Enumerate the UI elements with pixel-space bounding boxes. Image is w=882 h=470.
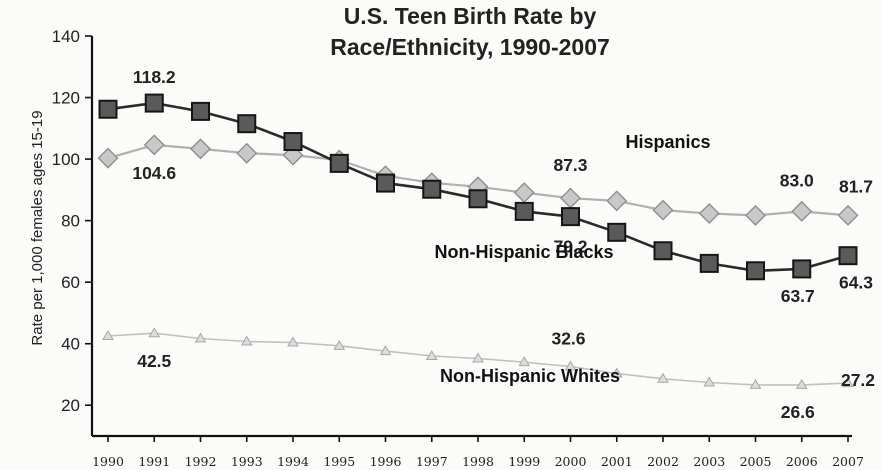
chart-title: U.S. Teen Birth Rate by Race/Ethnicity, … [330, 3, 610, 60]
data-point-hispanics [606, 190, 628, 212]
y-axis-label: Rate per 1,000 females ages 15-19 [29, 110, 46, 345]
data-point-hispanics [513, 182, 535, 204]
data-point-non-hispanic-whites [795, 378, 808, 389]
data-point-hispanics [837, 204, 859, 226]
series-name-label-non-hispanic-whites: Non-Hispanic Whites [440, 366, 620, 386]
x-tick-label: 1993 [231, 454, 263, 469]
data-point-non-hispanic-blacks [468, 189, 488, 209]
x-tick-label: 1994 [277, 454, 309, 469]
data-point-hispanics [745, 204, 766, 226]
data-point-hispanics [560, 187, 581, 209]
y-tick-label: 40 [61, 335, 80, 354]
x-tick-label: 1998 [462, 454, 494, 469]
series-name-label-hispanics: Hispanics [625, 132, 710, 152]
y-tick-label: 80 [61, 212, 80, 231]
data-point-non-hispanic-blacks [653, 241, 673, 261]
y-tick-label: 140 [52, 27, 80, 46]
data-label-non-hispanic-whites-2007: 27.2 [841, 370, 875, 390]
series-non-hispanic-whites [102, 327, 854, 389]
data-point-non-hispanic-whites [194, 332, 207, 343]
data-point-non-hispanic-blacks [746, 261, 765, 281]
data-point-non-hispanic-blacks [191, 101, 210, 121]
data-label-non-hispanic-blacks-2007: 64.3 [839, 273, 873, 293]
data-label-non-hispanic-whites-2006: 26.6 [781, 402, 815, 422]
data-point-non-hispanic-whites [102, 330, 114, 340]
y-tick-label: 20 [61, 396, 80, 415]
data-point-hispanics [143, 134, 165, 156]
data-point-non-hispanic-blacks [792, 259, 812, 279]
data-point-non-hispanic-blacks [699, 253, 719, 273]
data-point-non-hispanic-blacks [514, 201, 534, 221]
data-point-non-hispanic-whites [703, 376, 716, 387]
data-point-non-hispanic-whites [564, 360, 577, 371]
x-tick-label: 2000 [555, 454, 587, 469]
data-point-non-hispanic-whites [148, 327, 161, 338]
annotation-layer: 118.2 104.6 87.3 79.2 83.0 81.7 63.7 64.3 42.5 32… [132, 67, 875, 422]
data-point-hispanics [190, 138, 211, 160]
data-label-non-hispanic-whites-1991: 42.5 [137, 351, 171, 371]
data-point-non-hispanic-whites [333, 339, 346, 350]
y-tick-label: 120 [52, 89, 80, 108]
data-point-non-hispanic-blacks [838, 246, 858, 266]
data-point-non-hispanic-whites [287, 336, 299, 347]
data-label-hispanics-1991: 104.6 [132, 163, 176, 183]
series-hispanics [97, 134, 859, 226]
data-point-non-hispanic-blacks [422, 179, 442, 199]
data-point-non-hispanic-blacks [561, 207, 580, 227]
data-point-non-hispanic-whites [610, 367, 623, 378]
data-point-non-hispanic-blacks [283, 132, 303, 152]
series-layer [97, 93, 859, 389]
data-label-hispanics-2007: 81.7 [839, 176, 873, 196]
data-label-non-hispanic-whites-2000: 32.6 [551, 328, 585, 348]
data-point-non-hispanic-blacks [376, 173, 395, 193]
data-label-non-hispanic-blacks-1991: 118.2 [133, 67, 176, 87]
data-point-non-hispanic-whites [657, 372, 669, 383]
data-point-non-hispanic-whites [518, 356, 531, 367]
y-tick-label: 100 [52, 150, 80, 169]
data-point-hispanics [652, 199, 674, 221]
data-label-hispanics-2000: 87.3 [553, 155, 587, 175]
data-label-hispanics-2006: 83.0 [780, 170, 814, 190]
data-point-non-hispanic-whites [749, 378, 762, 389]
data-point-non-hispanic-blacks [144, 93, 164, 113]
chart-title-line-2: Race/Ethnicity, 1990-2007 [330, 34, 610, 60]
data-point-hispanics [698, 203, 720, 225]
data-point-non-hispanic-whites [240, 335, 253, 346]
data-point-non-hispanic-whites [379, 345, 392, 356]
x-tick-label: 2006 [786, 454, 818, 469]
data-label-non-hispanic-blacks-2006: 63.7 [781, 286, 815, 306]
data-point-hispanics [791, 200, 813, 222]
x-tick-label: 2005 [740, 454, 772, 469]
x-tick-label: 1997 [416, 454, 448, 469]
y-tick-label: 60 [61, 273, 80, 292]
x-tick-label: 1991 [138, 454, 170, 469]
x-tick-label: 2002 [647, 454, 679, 469]
x-tick-label: 1999 [508, 454, 540, 469]
data-point-non-hispanic-whites [472, 352, 484, 363]
data-point-hispanics [236, 142, 258, 164]
data-label-non-hispanic-blacks-2000: 79.2 [553, 237, 587, 257]
data-point-non-hispanic-blacks [607, 222, 627, 242]
x-tick-label: 2001 [601, 454, 633, 469]
x-tick-label: 1996 [370, 454, 402, 469]
x-tick-label: 2003 [693, 454, 725, 469]
data-point-non-hispanic-blacks [237, 114, 257, 134]
x-tick-label: 2007 [832, 454, 864, 469]
x-tick-label: 1992 [185, 454, 217, 469]
series-non-hispanic-blacks [98, 93, 858, 281]
data-point-non-hispanic-whites [425, 350, 438, 360]
data-point-non-hispanic-blacks [98, 99, 118, 119]
data-point-non-hispanic-blacks [329, 153, 349, 173]
data-point-non-hispanic-whites [842, 377, 854, 388]
chart-title-line-1: U.S. Teen Birth Rate by [344, 3, 597, 29]
series-name-label-non-hispanic-blacks: Non-Hispanic Blacks [434, 242, 613, 262]
x-tick-label: 1995 [323, 454, 355, 469]
axes: 20 40 60 80 100 120 140 1990 1991 1992 1993 1994 199… [52, 27, 864, 469]
data-point-hispanics [97, 147, 119, 169]
x-tick-label: 1990 [92, 454, 124, 469]
